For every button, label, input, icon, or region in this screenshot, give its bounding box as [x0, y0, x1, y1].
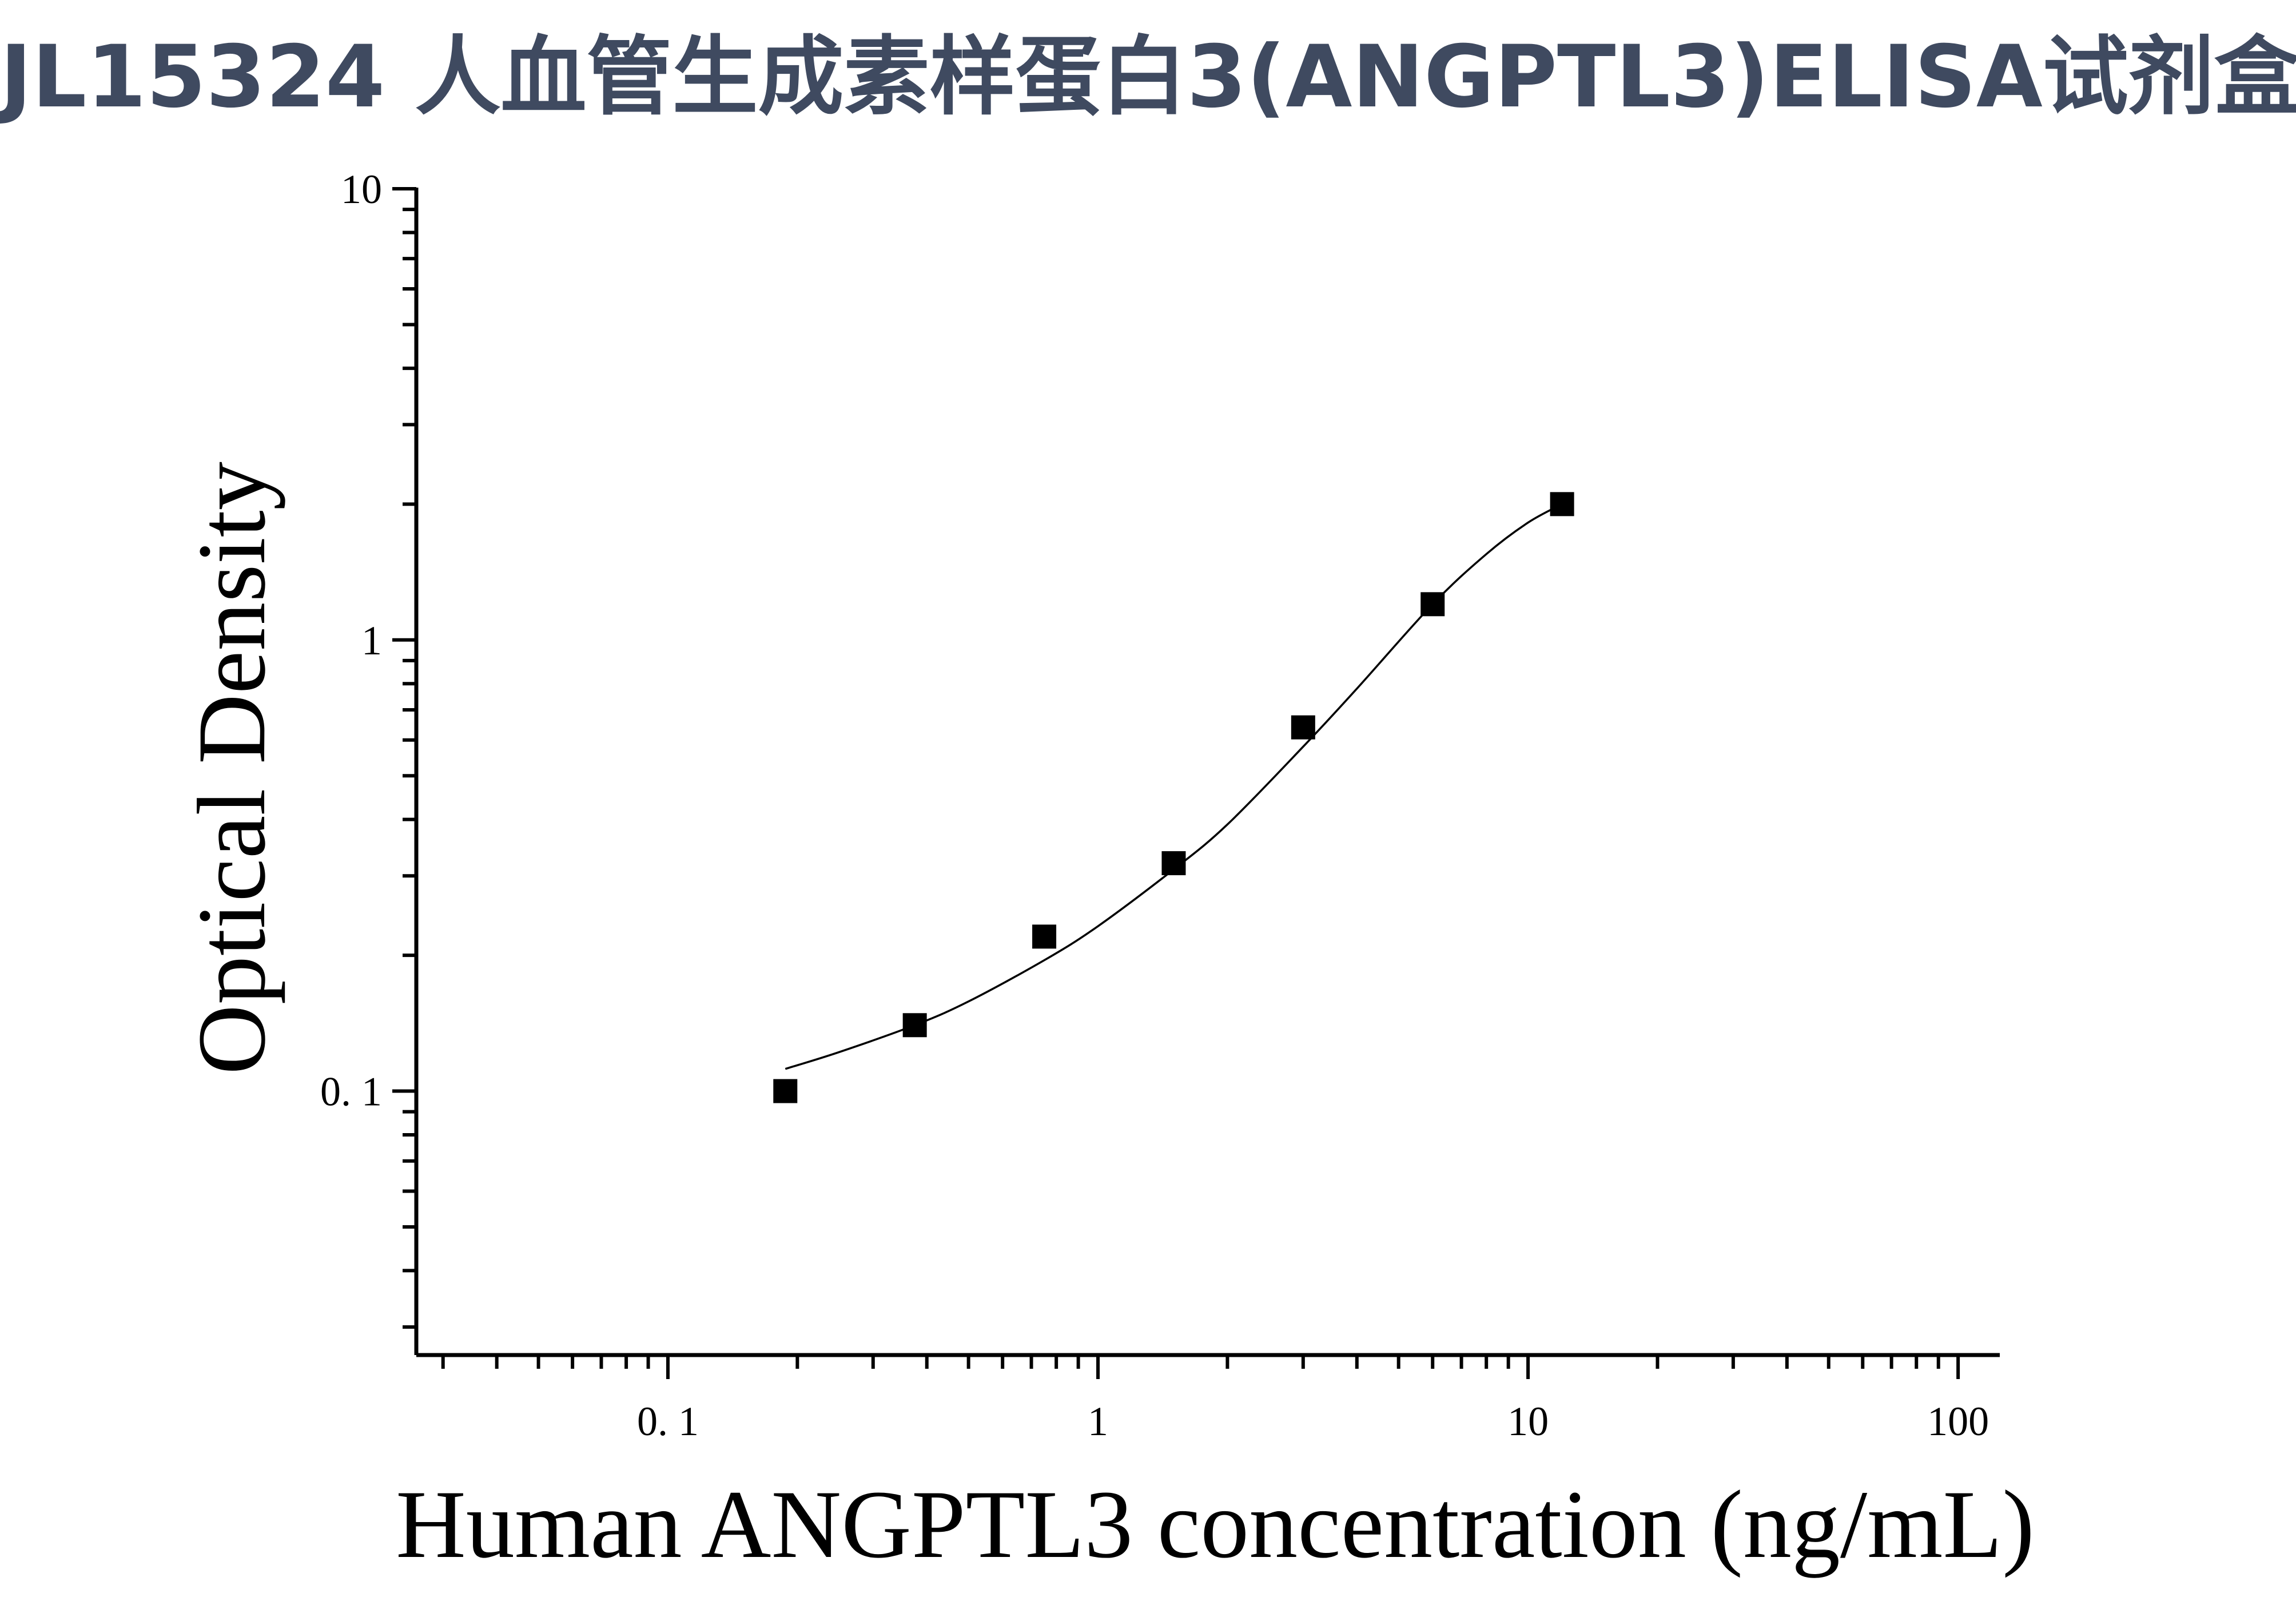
x-tick-label: 100 [1927, 1399, 1989, 1444]
page-title: JL15324 人血管生成素样蛋白3(ANGPTL3)ELISA试剂盒 [0, 27, 2296, 127]
data-point [1291, 715, 1315, 740]
y-axis-title: Optical Density [178, 462, 285, 1075]
fit-curve [785, 503, 1563, 1070]
data-point [1161, 851, 1186, 876]
axes [414, 188, 2000, 1357]
x-tick-label: 0. 1 [637, 1399, 699, 1444]
y-tick-label: 1 [361, 618, 382, 664]
y-tick-label: 10 [341, 166, 382, 212]
axis-ticks: 0. 1 1 10 100 0. 1 1 10 [320, 166, 1989, 1444]
data-point [1032, 924, 1057, 949]
y-tick-label: 0. 1 [320, 1069, 382, 1115]
x-tick-label: 10 [1507, 1399, 1549, 1444]
x-axis-title: Human ANGPTL3 concentration (ng/mL) [396, 1471, 2035, 1578]
fit-curve-group [785, 503, 1563, 1070]
data-point [773, 1079, 798, 1103]
data-point [1550, 492, 1574, 517]
data-points [773, 492, 1574, 1103]
data-point [1420, 592, 1445, 617]
x-tick-label: 1 [1088, 1399, 1108, 1444]
data-point [902, 1013, 927, 1038]
